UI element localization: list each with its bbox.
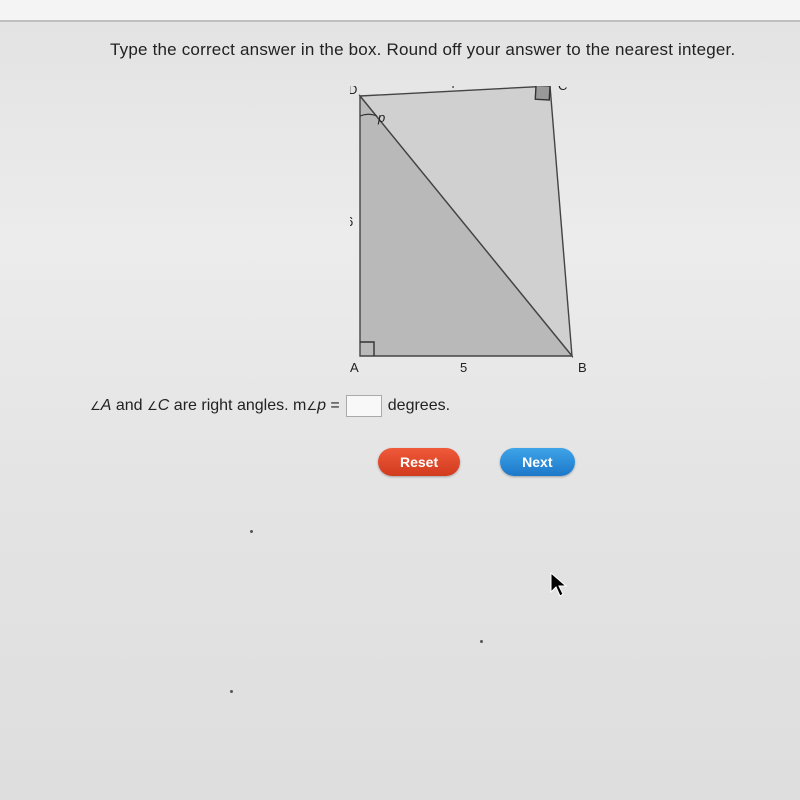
equals-text: =: [326, 397, 340, 415]
are-right-angles-text: are right angles. m: [169, 397, 306, 415]
side-ab-label: 5: [460, 360, 467, 375]
speck-dot: [230, 690, 233, 693]
angle-c-text: C: [158, 397, 170, 415]
label-c: C: [558, 86, 567, 93]
instruction-text: Type the correct answer in the box. Roun…: [110, 40, 735, 60]
label-d: D: [350, 86, 357, 97]
angle-sym-1: ∠: [90, 399, 101, 413]
angle-sym-2: ∠: [147, 399, 158, 413]
degrees-text: degrees.: [388, 397, 450, 415]
angle-sym-3: ∠: [306, 399, 317, 413]
speck-dot: [250, 530, 253, 533]
reset-button[interactable]: Reset: [378, 448, 460, 476]
figure-svg: D C A B p 4 6 5: [350, 86, 620, 376]
top-divider: [0, 0, 800, 22]
label-b: B: [578, 360, 587, 375]
and-text: and: [111, 397, 147, 415]
label-p: p: [377, 110, 385, 125]
cursor-icon: [550, 572, 568, 598]
geometry-figure: D C A B p 4 6 5: [350, 86, 620, 376]
button-row: Reset Next: [378, 448, 575, 476]
speck-dot: [480, 640, 483, 643]
right-angle-c-icon: [535, 86, 550, 100]
label-a: A: [350, 360, 359, 375]
side-da-label: 6: [350, 214, 353, 229]
side-dc-label: 4: [448, 86, 455, 91]
angle-a-text: A: [101, 397, 112, 415]
answer-input-box[interactable]: [346, 395, 382, 417]
next-button[interactable]: Next: [500, 448, 574, 476]
angle-p-text: p: [317, 397, 326, 415]
answer-sentence: ∠ A and ∠ C are right angles. m ∠ p = de…: [90, 395, 450, 417]
